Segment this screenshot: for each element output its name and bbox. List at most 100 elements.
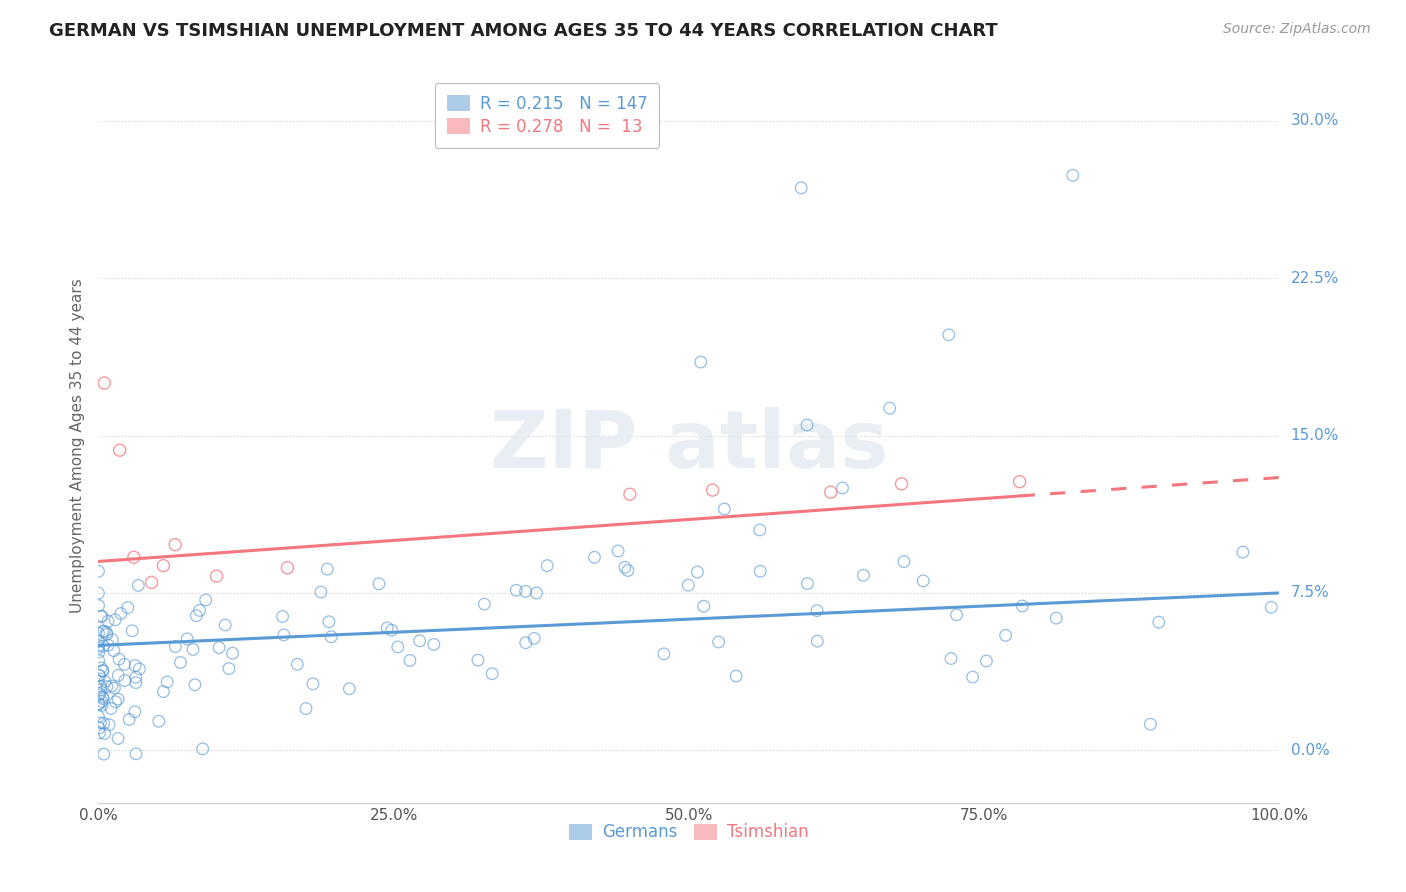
Point <box>87 688 110 702</box>
Point <box>796 576 818 591</box>
Point <box>962 670 984 684</box>
Point <box>796 417 818 432</box>
Point <box>165 538 187 552</box>
Point <box>321 630 343 644</box>
Point <box>114 673 136 688</box>
Point <box>87 709 110 723</box>
Point <box>617 564 640 578</box>
Point <box>186 608 208 623</box>
Point <box>93 624 115 639</box>
Text: 30.0%: 30.0% <box>1291 113 1339 128</box>
Point <box>97 638 120 652</box>
Point <box>89 669 111 683</box>
Point <box>110 607 132 621</box>
Point <box>127 578 149 592</box>
Point <box>96 680 118 694</box>
Point <box>945 607 967 622</box>
Point <box>1147 615 1170 629</box>
Point <box>87 697 110 711</box>
Point <box>93 726 115 740</box>
Point <box>938 327 960 342</box>
Point <box>107 692 129 706</box>
Point <box>188 603 211 617</box>
Point <box>91 691 114 706</box>
Point <box>939 651 962 665</box>
Point <box>890 476 912 491</box>
Point <box>689 355 711 369</box>
Point <box>121 624 143 638</box>
Point <box>89 715 111 730</box>
Point <box>302 677 325 691</box>
Point <box>91 698 114 713</box>
Point <box>423 637 446 651</box>
Point <box>87 645 110 659</box>
Point <box>879 401 901 416</box>
Point <box>90 609 112 624</box>
Point <box>472 597 495 611</box>
Point <box>368 576 391 591</box>
Point <box>218 662 240 676</box>
Text: 7.5%: 7.5% <box>1291 585 1329 600</box>
Point <box>686 565 709 579</box>
Point <box>96 625 118 640</box>
Point <box>619 487 641 501</box>
Point <box>221 646 243 660</box>
Point <box>1011 599 1033 613</box>
Text: GERMAN VS TSIMSHIAN UNEMPLOYMENT AMONG AGES 35 TO 44 YEARS CORRELATION CHART: GERMAN VS TSIMSHIAN UNEMPLOYMENT AMONG A… <box>49 22 998 40</box>
Point <box>613 560 636 574</box>
Point <box>94 674 117 689</box>
Point <box>176 632 198 646</box>
Point <box>820 485 842 500</box>
Point <box>806 634 828 648</box>
Point <box>96 627 118 641</box>
Point <box>276 560 298 574</box>
Point <box>91 639 114 653</box>
Point <box>91 690 114 704</box>
Point <box>194 593 217 607</box>
Point <box>184 678 207 692</box>
Point <box>318 615 340 629</box>
Point <box>976 654 998 668</box>
Point <box>831 481 853 495</box>
Point <box>523 632 546 646</box>
Point <box>103 643 125 657</box>
Point <box>912 574 935 588</box>
Point <box>790 181 813 195</box>
Point <box>381 624 404 638</box>
Point <box>181 642 204 657</box>
Point <box>607 544 630 558</box>
Y-axis label: Unemployment Among Ages 35 to 44 years: Unemployment Among Ages 35 to 44 years <box>69 278 84 614</box>
Point <box>122 550 145 565</box>
Point <box>1008 475 1031 489</box>
Point <box>91 664 114 678</box>
Point <box>89 687 111 701</box>
Point <box>536 558 558 573</box>
Point <box>108 652 131 666</box>
Point <box>748 523 770 537</box>
Point <box>191 742 214 756</box>
Point <box>141 575 163 590</box>
Point <box>114 657 136 672</box>
Point <box>101 632 124 647</box>
Point <box>90 661 112 675</box>
Point <box>375 621 398 635</box>
Point <box>1260 600 1282 615</box>
Point <box>337 681 360 696</box>
Point <box>125 670 148 684</box>
Point <box>108 443 131 458</box>
Point <box>285 657 308 672</box>
Point <box>387 640 409 654</box>
Point <box>87 654 110 668</box>
Point <box>124 705 146 719</box>
Point <box>87 639 110 653</box>
Point <box>103 681 125 695</box>
Point <box>994 628 1017 642</box>
Point <box>87 721 110 735</box>
Point <box>271 609 294 624</box>
Point <box>713 502 735 516</box>
Point <box>515 636 537 650</box>
Point <box>505 583 527 598</box>
Point <box>467 653 489 667</box>
Point <box>481 666 503 681</box>
Point <box>97 614 120 628</box>
